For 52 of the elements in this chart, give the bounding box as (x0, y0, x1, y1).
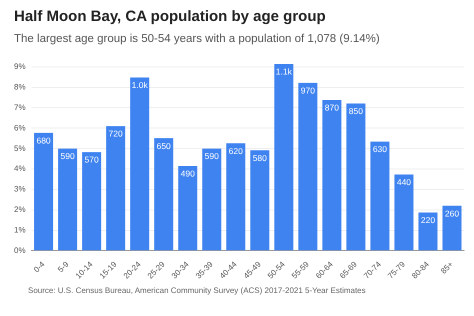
annotation: 570 (84, 154, 99, 165)
y-tick-label: 9% (14, 62, 26, 72)
annotation: 630 (372, 144, 388, 154)
y-tick-label: 6% (14, 123, 26, 132)
bar (394, 174, 414, 250)
x-tick-label: 5-9 (56, 259, 71, 274)
y-tick-label: 4% (14, 164, 26, 174)
bar (106, 126, 126, 250)
y-tick-label: 2% (14, 205, 26, 214)
annotation: 850 (348, 106, 364, 116)
chart-title: Half Moon Bay, CA population by age group (14, 8, 326, 25)
y-tick-label: 1% (14, 226, 26, 235)
y-tick-label: 7% (14, 102, 26, 112)
bar (130, 78, 150, 250)
bar (442, 206, 462, 250)
bar (250, 150, 270, 250)
annotation: 1.0k (132, 80, 148, 90)
annotation: 220 (420, 215, 436, 226)
bar (58, 148, 78, 250)
y-tick-label: 5% (14, 144, 26, 153)
bar (154, 138, 174, 250)
annotation: 440 (396, 177, 412, 188)
bar (178, 166, 198, 250)
annotation: 1.1k (276, 66, 293, 77)
annotation: 260 (444, 208, 460, 218)
source-note: Source: U.S. Census Bureau, American Community Survey (ACS) 2017-2021 5-Year Estimates (28, 286, 366, 295)
annotation: 620 (228, 146, 244, 156)
annotation: 590 (60, 151, 75, 162)
x-tick-label: 0-4 (32, 259, 47, 274)
bar (202, 148, 222, 250)
bar (34, 132, 54, 250)
chart-subtitle: The largest age group is 50-54 years with a population of 1,078 (9.14%) (14, 33, 380, 45)
annotation: 590 (204, 151, 220, 162)
bar (418, 212, 438, 250)
bar (370, 142, 390, 250)
x-tick-label: 85+ (438, 260, 456, 276)
bar (226, 143, 246, 250)
bar (82, 152, 102, 250)
y-tick-label: 3% (14, 184, 26, 194)
bar (274, 64, 294, 250)
annotation: 580 (252, 152, 268, 163)
annotation: 490 (180, 168, 196, 179)
annotation: 650 (156, 140, 172, 151)
annotation: 970 (300, 85, 316, 96)
y-tick-label: 0% (14, 246, 26, 255)
bar (322, 100, 342, 250)
bar (346, 103, 366, 250)
annotation: 720 (108, 128, 124, 139)
bar (298, 82, 318, 250)
y-tick-label: 8% (14, 82, 26, 92)
annotation: 870 (324, 102, 340, 113)
annotation: 680 (36, 135, 51, 146)
